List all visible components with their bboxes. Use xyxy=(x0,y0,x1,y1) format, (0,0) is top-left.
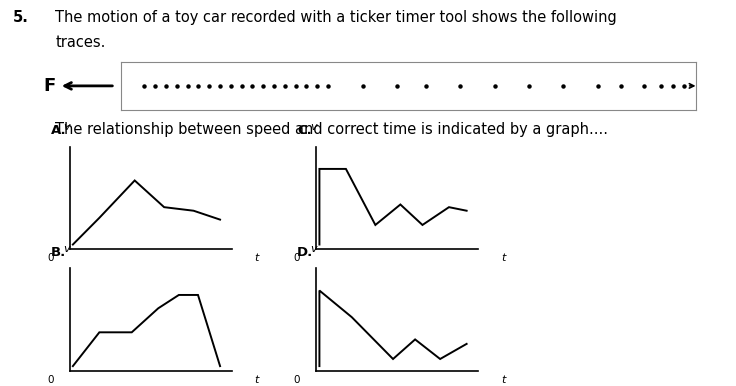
Text: t: t xyxy=(255,253,259,263)
Text: t: t xyxy=(501,253,506,263)
Text: v: v xyxy=(310,122,316,132)
Text: D.: D. xyxy=(297,246,314,259)
Text: B.: B. xyxy=(51,246,66,259)
Text: C.: C. xyxy=(297,124,312,137)
Text: v: v xyxy=(63,244,70,254)
Text: 0: 0 xyxy=(294,375,300,385)
Text: t: t xyxy=(501,375,506,385)
Text: v: v xyxy=(63,122,70,132)
Text: F: F xyxy=(43,77,55,95)
Text: The motion of a toy car recorded with a ticker timer tool shows the following: The motion of a toy car recorded with a … xyxy=(55,10,617,25)
Text: 0: 0 xyxy=(294,253,300,263)
Text: A.: A. xyxy=(51,124,66,137)
Text: t: t xyxy=(255,375,259,385)
Text: v: v xyxy=(310,244,316,254)
Text: The relationship between speed and correct time is indicated by a graph....: The relationship between speed and corre… xyxy=(55,122,608,137)
Text: traces.: traces. xyxy=(55,35,105,50)
Text: 5.: 5. xyxy=(13,10,29,25)
Text: 0: 0 xyxy=(47,375,54,385)
Text: 0: 0 xyxy=(47,253,54,263)
